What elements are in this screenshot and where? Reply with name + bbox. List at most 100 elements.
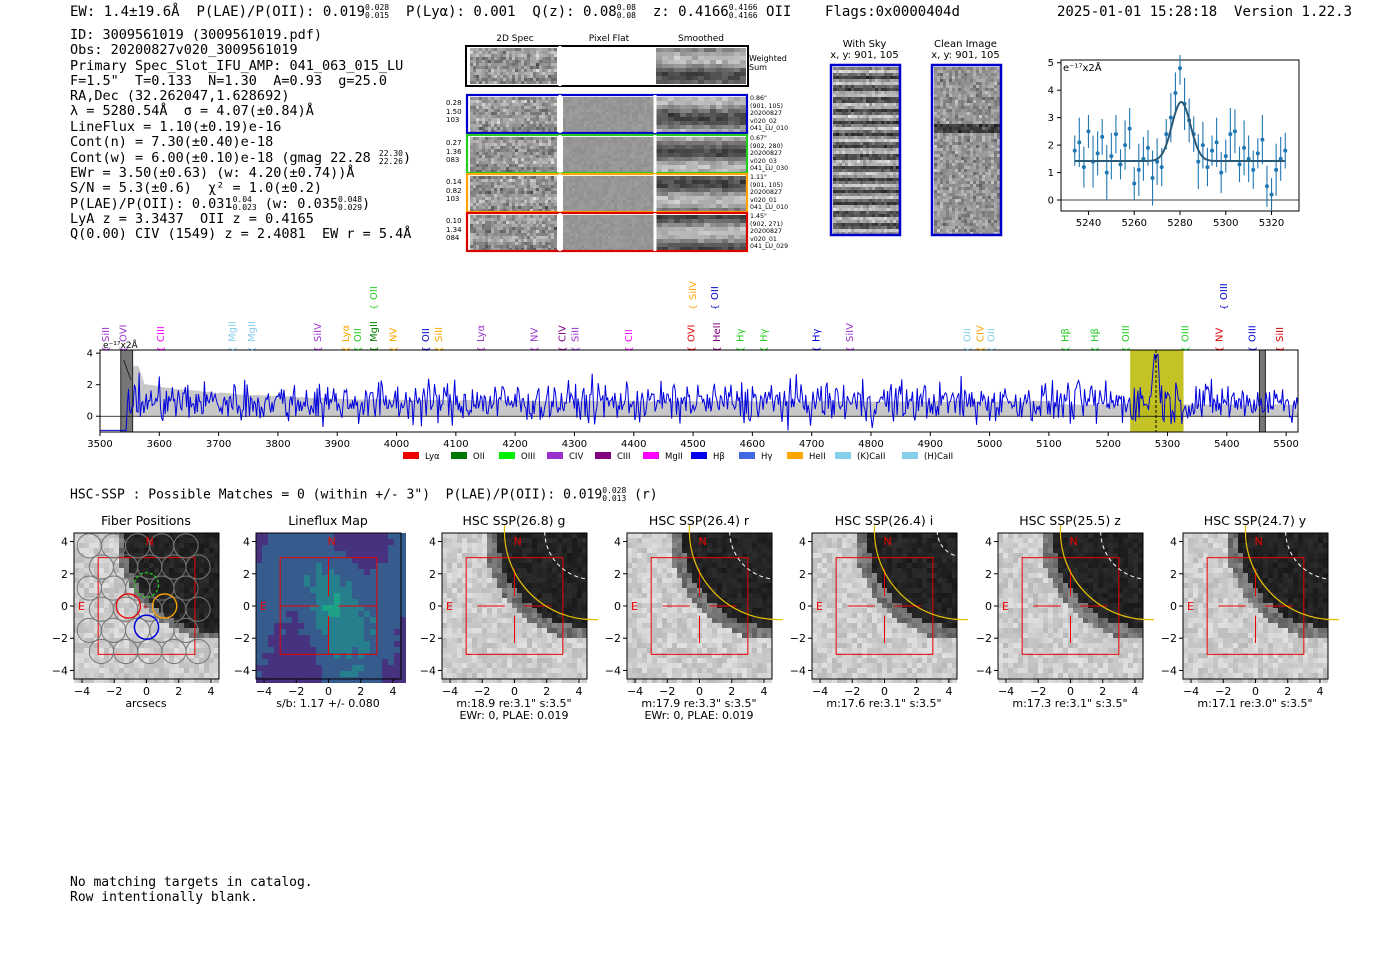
line-label: CII	[624, 329, 635, 342]
north-label: N	[514, 535, 522, 548]
legend-label: MgII	[665, 452, 683, 462]
data-point	[1159, 165, 1164, 170]
x-tick-label: 0	[325, 685, 332, 698]
y-tick-label: 4	[87, 349, 93, 360]
y-tick-label: −4	[605, 664, 621, 677]
x-tick-label: −2	[288, 685, 304, 698]
fiber-blue	[133, 614, 160, 640]
info-lambda: λ = 5280.54Å σ = 4.07(±0.84)Å	[70, 103, 314, 120]
x-tick-label: 4000	[384, 439, 409, 450]
data-point	[1283, 148, 1288, 153]
spectrum-line	[100, 353, 1299, 431]
data-point	[1113, 132, 1118, 137]
x-tick-label: 4400	[621, 439, 646, 450]
x-tick-label: −2	[1215, 685, 1231, 698]
line-label-bracket: {	[964, 346, 974, 352]
y-tick-label: −4	[52, 664, 68, 677]
line-label: OVI	[119, 325, 130, 343]
cutout-image	[470, 137, 557, 173]
cutout-panel: 4 2 0 −2 −4 −4 −2 0 2 4 N E	[790, 525, 968, 698]
x-tick-label: 5300	[1155, 439, 1180, 450]
info-radec: RA,Dec (32.262047,1.628692)	[70, 88, 290, 105]
line-label: SiII	[101, 327, 112, 342]
line-label-bracket: {	[314, 346, 324, 352]
panel-image	[1183, 533, 1328, 683]
cutout-row-meta: 0.86" (901, 105) 20200827 v020_02 041_LU_010	[750, 95, 789, 132]
data-point	[1255, 151, 1260, 156]
spectrum-axes	[99, 349, 1299, 433]
legend-label: (K)CaII	[857, 452, 885, 462]
cutout-image	[563, 215, 656, 251]
hsc-summary: HSC-SSP : Possible Matches = 0 (within +…	[70, 486, 658, 503]
data-point	[1232, 129, 1237, 134]
panel-title: Lineflux Map	[288, 513, 368, 528]
north-label: N	[146, 535, 154, 548]
info-ewr: EWr = 3.50(±0.63) (w: 4.20(±0.74))Å	[70, 164, 355, 181]
line-label-bracket: {	[1248, 346, 1258, 352]
line-label: MgII	[247, 321, 258, 342]
legend-swatch	[547, 452, 563, 459]
info-plae: P(LAE)/P(OII): 0.0310.04 0.023 (w: 0.0350…	[70, 195, 371, 213]
y-tick-label: −2	[420, 632, 436, 645]
x-tick-label: 4	[760, 685, 767, 698]
line-label-bracket: {	[120, 346, 130, 352]
x-tick-label: 4300	[562, 439, 587, 450]
data-point	[1274, 167, 1279, 172]
line-label: OII	[710, 286, 721, 300]
east-label: E	[631, 600, 638, 613]
x-tick-label: 5500	[1273, 439, 1298, 450]
col-title-2dspec: 2D Spec	[496, 34, 534, 44]
y-tick-label: 0	[614, 600, 621, 613]
line-label: SiIV	[313, 323, 324, 342]
y-tick-label: 3	[1048, 113, 1054, 124]
line-label: SiII	[571, 327, 582, 342]
cutout-image	[656, 176, 746, 212]
fiber-circle	[173, 533, 199, 559]
x-tick-label: 4100	[443, 439, 468, 450]
aperture-ellipse	[1244, 525, 1339, 621]
line-label-bracket: {	[157, 346, 167, 352]
panel-caption: s/b: 1.17 +/- 0.080	[276, 697, 380, 710]
cutout-row-stats: 0.28 1.50 103	[446, 99, 462, 124]
data-point	[1100, 134, 1105, 139]
data-point	[1178, 66, 1182, 71]
line-label: OII	[369, 286, 380, 300]
line-label: Lyα	[476, 324, 487, 342]
search-box	[1206, 557, 1305, 655]
y-tick-label: 2	[87, 380, 93, 391]
north-label: N	[699, 535, 707, 548]
legend-swatch	[643, 452, 659, 459]
y-tick-label: 4	[61, 536, 68, 549]
y-tick-label: 2	[799, 568, 806, 581]
panel-caption: m:18.9 re:3.1" s:3.5"	[456, 697, 572, 710]
panel-image	[998, 533, 1143, 683]
cutout-image	[563, 137, 656, 173]
weighted-sum-label: Weighted Sum	[749, 54, 787, 72]
line-label-bracket: {	[1216, 346, 1226, 352]
y-tick-label: 2	[429, 568, 436, 581]
cutout-row-stats: 0.14 0.82 103	[446, 178, 462, 203]
y-tick-label: 4	[985, 536, 992, 549]
search-box	[650, 557, 749, 655]
line-label: OVI	[686, 325, 697, 343]
x-tick-label: 5320	[1259, 218, 1284, 229]
y-tick-label: 0	[1170, 600, 1177, 613]
x-tick-label: 4800	[858, 439, 883, 450]
legend-swatch	[691, 452, 707, 459]
line-label-bracket: {	[711, 304, 721, 310]
cutout-image	[470, 176, 557, 212]
data-point	[1104, 170, 1109, 175]
x-tick-label: 5260	[1122, 218, 1147, 229]
panel-caption: m:17.1 re:3.0" s:3.5"	[1197, 697, 1313, 710]
data-point	[1141, 156, 1146, 161]
legend-swatch	[595, 452, 611, 459]
data-point	[1077, 140, 1082, 145]
line-label-bracket: {	[228, 346, 238, 352]
clean-image	[934, 67, 1000, 235]
panel-caption: m:17.6 re:3.1" s:3.5"	[826, 697, 942, 710]
line-label: Lyα	[341, 324, 352, 342]
x-tick-label: −4	[1183, 685, 1199, 698]
line-label: NV	[389, 328, 400, 342]
line-label: CIII	[156, 326, 167, 342]
y-tick-label: −4	[1161, 664, 1177, 677]
